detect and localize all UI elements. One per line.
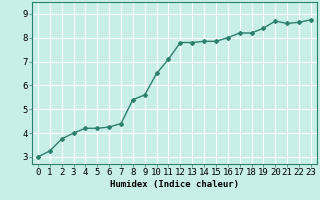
X-axis label: Humidex (Indice chaleur): Humidex (Indice chaleur) <box>110 180 239 189</box>
